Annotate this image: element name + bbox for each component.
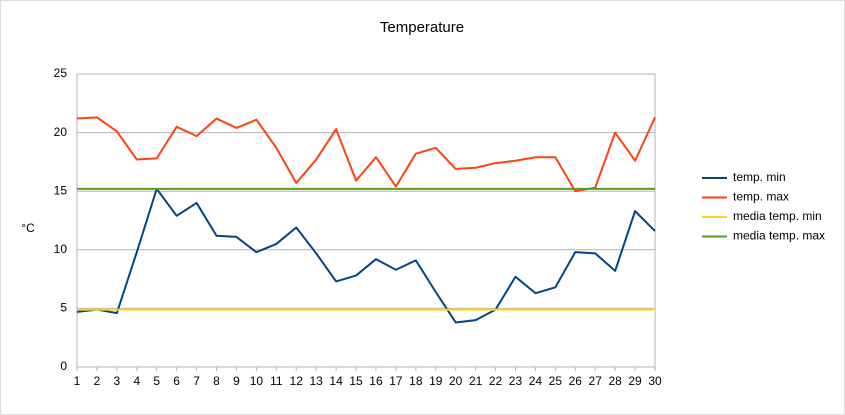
x-tick-label: 10 xyxy=(250,374,264,388)
x-tick-label: 20 xyxy=(449,374,463,388)
x-tick-label: 18 xyxy=(409,374,423,388)
y-tick-label: 25 xyxy=(54,66,68,80)
x-tick-label: 28 xyxy=(608,374,622,388)
legend-label: temp. max xyxy=(733,190,789,204)
legend-label: media temp. min xyxy=(733,209,822,223)
x-tick-label: 21 xyxy=(469,374,483,388)
x-tick-label: 29 xyxy=(628,374,642,388)
x-tick-label: 14 xyxy=(329,374,343,388)
legend-label: temp. min xyxy=(733,170,786,184)
x-tick-label: 11 xyxy=(270,374,283,388)
x-tick-label: 17 xyxy=(389,374,403,388)
y-tick-label: 20 xyxy=(54,125,68,139)
y-axis-label: °C xyxy=(21,221,35,235)
x-tick-label: 8 xyxy=(213,374,220,388)
x-tick-label: 5 xyxy=(153,374,160,388)
x-tick-label: 27 xyxy=(589,374,603,388)
x-tick-label: 4 xyxy=(133,374,140,388)
x-tick-label: 25 xyxy=(549,374,563,388)
y-tick-label: 10 xyxy=(54,242,68,256)
x-tick-label: 3 xyxy=(114,374,121,388)
x-tick-label: 19 xyxy=(429,374,443,388)
chart-title: Temperature xyxy=(380,19,464,36)
x-tick-label: 26 xyxy=(569,374,583,388)
x-tick-label: 1 xyxy=(74,374,81,388)
x-tick-label: 12 xyxy=(290,374,304,388)
legend-label: media temp. max xyxy=(733,229,825,243)
x-tick-label: 16 xyxy=(369,374,383,388)
x-tick-label: 6 xyxy=(173,374,180,388)
x-tick-label: 9 xyxy=(233,374,240,388)
y-tick-label: 15 xyxy=(54,183,68,197)
y-tick-label: 0 xyxy=(60,359,67,373)
x-tick-label: 22 xyxy=(489,374,503,388)
x-tick-label: 7 xyxy=(193,374,200,388)
x-tick-label: 2 xyxy=(94,374,101,388)
x-tick-label: 13 xyxy=(309,374,323,388)
y-tick-label: 5 xyxy=(60,301,67,315)
x-tick-label: 24 xyxy=(529,374,543,388)
x-tick-label: 23 xyxy=(509,374,523,388)
series-line xyxy=(76,187,656,324)
x-tick-label: 15 xyxy=(349,374,363,388)
series-line xyxy=(76,116,656,193)
x-tick-label: 30 xyxy=(648,374,662,388)
